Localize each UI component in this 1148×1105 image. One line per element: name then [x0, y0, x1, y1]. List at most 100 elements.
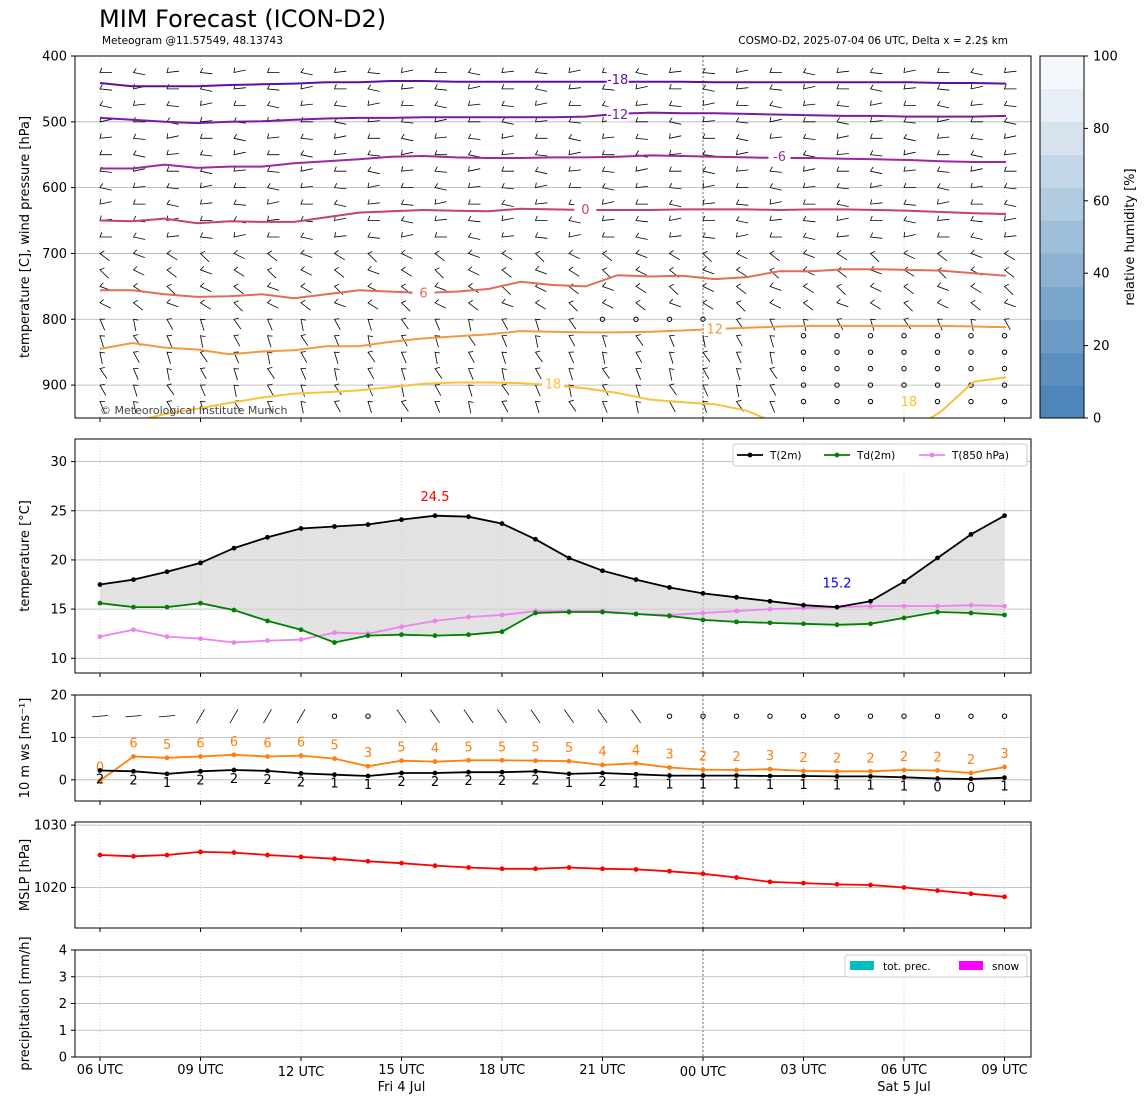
wind-barb	[333, 351, 340, 364]
wind-barb	[802, 68, 816, 76]
mslp-point	[466, 865, 471, 870]
mslp-point	[432, 863, 438, 869]
wind-barb	[501, 67, 514, 73]
chart-title: MIM Forecast (ICON-D2)	[99, 5, 387, 33]
wind-barb	[300, 100, 313, 106]
wind-barb	[400, 117, 414, 124]
temperature-point	[298, 637, 304, 642]
temperature-point	[399, 624, 404, 630]
temperature-point	[734, 594, 739, 600]
wind-barb	[869, 150, 883, 157]
wind-barb	[668, 166, 682, 172]
wind-point	[332, 756, 337, 761]
temperature-point	[1002, 513, 1007, 519]
time-tick-label: 21 UTC	[579, 1063, 625, 1078]
wind-barb	[1003, 67, 1017, 73]
wind-barb	[367, 150, 380, 157]
calm-wind-circle	[901, 349, 907, 355]
wind-barb	[333, 100, 347, 107]
wind-barb	[769, 401, 776, 413]
temperature-point	[164, 569, 170, 575]
wind-barb	[530, 709, 541, 724]
wind-barb	[869, 215, 883, 221]
temperature-point	[767, 598, 773, 604]
wind-barb	[434, 183, 447, 191]
wind-barb	[802, 150, 816, 158]
wind-barb	[400, 300, 411, 312]
wind-barb	[233, 199, 246, 206]
wind-barb	[99, 67, 112, 73]
calm-wind-circle	[834, 365, 840, 372]
wind-barb	[501, 199, 514, 207]
calm-wind-circle	[867, 713, 874, 719]
wind-barb	[333, 266, 345, 278]
wind-barb	[400, 351, 407, 364]
wind-barb	[769, 133, 782, 139]
wind-barb	[367, 335, 373, 348]
upper-y-tick-label: 900	[42, 379, 67, 394]
wind-barb	[970, 282, 982, 294]
wind-barb	[434, 100, 447, 109]
wind-value-label: 6	[129, 736, 137, 751]
wind-barb	[99, 84, 112, 91]
wind-frame	[74, 694, 1032, 802]
temperature-point	[801, 621, 806, 627]
mslp-point	[198, 849, 203, 855]
temperature-point	[466, 632, 471, 638]
wind-barb	[936, 215, 950, 221]
temperature-point	[265, 638, 270, 643]
mslp-point	[231, 850, 237, 855]
wind-barb	[769, 232, 782, 238]
wind-point	[533, 768, 538, 774]
wind-barb	[400, 83, 414, 90]
wind-barb	[468, 83, 481, 90]
wind-barb	[568, 351, 575, 364]
wind-barb	[467, 182, 481, 189]
isotherm-line	[99, 111, 1007, 125]
wind-barb	[467, 249, 480, 258]
wind-barb	[568, 384, 574, 397]
wind-y-tick-label: 0	[59, 773, 67, 788]
temperature-point	[466, 514, 471, 520]
wind-value-label: 4	[598, 745, 606, 760]
colorbar-bin	[1040, 319, 1084, 353]
wind-barb	[668, 84, 682, 90]
isotherm-label-bg	[412, 284, 435, 300]
wind-barb	[501, 383, 510, 396]
humidity-colorbar: 0 20 40 60 80 100 relative humidity [%]	[1039, 50, 1138, 427]
temperature-point	[834, 604, 840, 610]
wind-value-label: 1	[565, 776, 573, 791]
wind-barb	[467, 351, 475, 363]
wind-barb	[534, 67, 548, 75]
wind-barb	[266, 267, 277, 279]
wind-barb	[534, 116, 548, 123]
temperature-point	[298, 526, 304, 531]
calm-wind-circle	[800, 365, 807, 372]
isotherm-label-bg	[703, 321, 726, 337]
mslp-y-tick-label: 1030	[34, 819, 67, 834]
temperature-point	[231, 545, 237, 551]
wind-barb	[501, 298, 514, 308]
calm-wind-circle	[901, 713, 907, 719]
wind-barb	[601, 232, 615, 238]
colorbar-bin	[1040, 154, 1084, 188]
isotherm-label-bg	[574, 201, 597, 217]
temperature-point	[97, 634, 103, 640]
isotherm-label-bg	[542, 375, 564, 391]
colorbar-tick-label: 20	[1093, 339, 1110, 354]
wind-barb	[970, 249, 983, 258]
wind-barb	[802, 299, 814, 311]
wind-value-label: 1	[163, 776, 171, 791]
temperature-point	[97, 582, 103, 587]
calm-wind-circle	[867, 398, 874, 405]
wind-value-label: 5	[565, 741, 573, 756]
wind-barb	[802, 100, 816, 106]
wind-barb	[300, 334, 309, 346]
wind-barb	[970, 100, 983, 106]
wind-barb	[936, 232, 950, 238]
wind-barb	[463, 709, 474, 724]
wind-point	[767, 773, 773, 779]
wind-barb	[534, 166, 548, 175]
temperature-point	[901, 603, 907, 609]
wind-barb	[869, 116, 883, 123]
